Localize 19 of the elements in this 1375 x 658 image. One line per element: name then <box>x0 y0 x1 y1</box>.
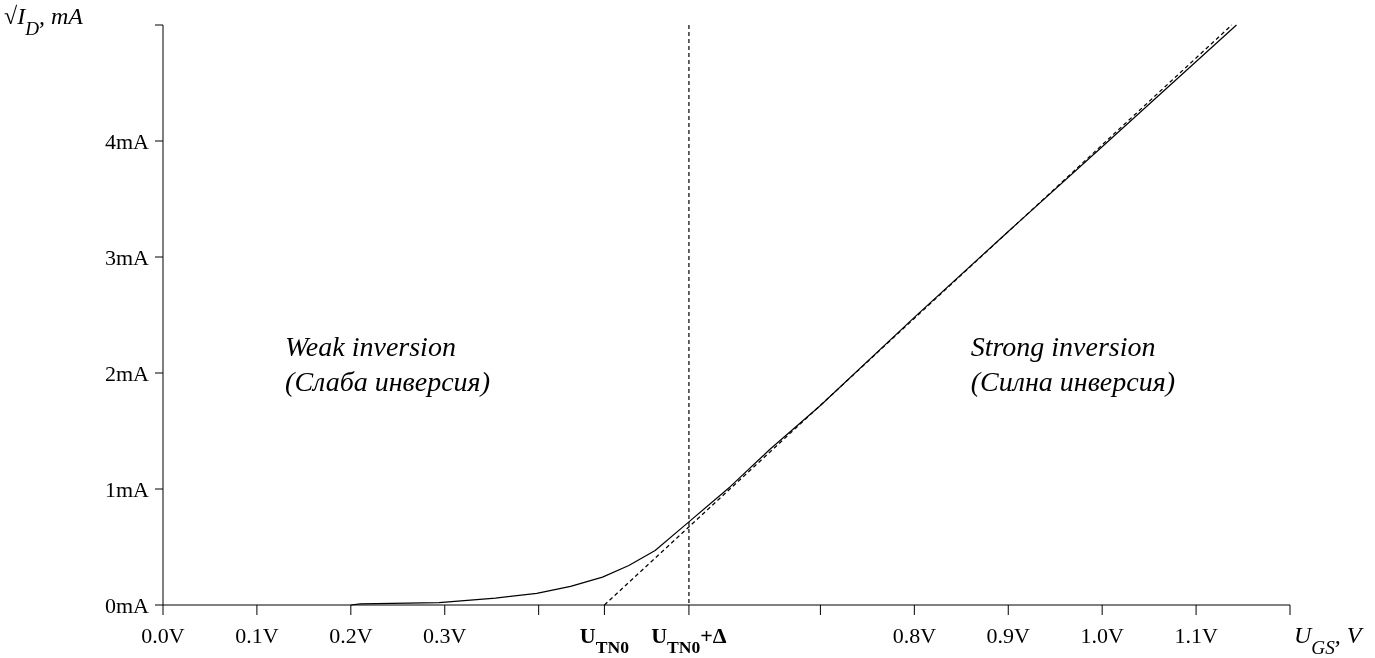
x-axis-title: U$_{GS}$, V <box>1294 622 1364 658</box>
annotation: Strong inversion (Силна инверсия) <box>970 330 1176 397</box>
x-tick-label: 0.0V <box>141 623 185 648</box>
x-tick-label: 1.1V <box>1174 623 1218 648</box>
annotation: Weak inversion (Слаба инверсия) <box>285 330 490 397</box>
x-tick-label: U$_{TN0}$+Δ <box>651 623 727 657</box>
y-axis-title: √I$_{D}$, mA <box>4 3 84 39</box>
x-tick-label: U$_{TN0}$ <box>579 623 630 657</box>
y-tick-label: 1mA <box>105 476 150 502</box>
x-tick-label: 0.9V <box>986 623 1031 648</box>
x-tick-label: 0.8V <box>892 623 937 648</box>
x-tick-label: 0.2V <box>329 623 373 648</box>
x-tick-label: 0.1V <box>235 623 279 648</box>
y-tick-label: 3mA <box>105 244 150 270</box>
x-tick-label: 0.3V <box>423 623 467 648</box>
y-tick-label: 0mA <box>105 592 150 618</box>
x-tick-label: 1.0V <box>1080 623 1124 648</box>
y-tick-label: 2mA <box>105 360 150 386</box>
y-tick-label: 4mA <box>105 128 150 154</box>
